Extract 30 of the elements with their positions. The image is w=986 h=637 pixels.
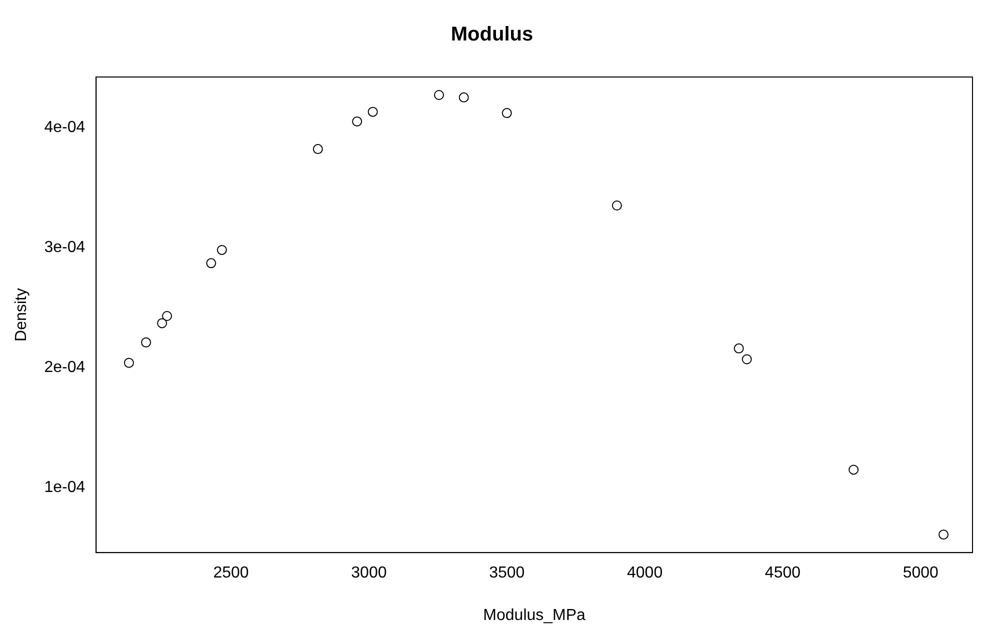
- y-axis-title: Density: [13, 288, 30, 342]
- point: [352, 116, 362, 126]
- y-tick-label: 4e-04: [44, 118, 86, 136]
- x-tick-label: 3000: [351, 564, 387, 582]
- point: [734, 343, 744, 354]
- point: [742, 354, 752, 364]
- x-tick-label: 5000: [902, 564, 939, 582]
- point: [206, 258, 216, 268]
- y-tick-label: 2e-04: [44, 359, 86, 376]
- point: [162, 311, 172, 321]
- point: [612, 200, 622, 211]
- point: [502, 108, 512, 118]
- y-tick-label: 3e-04: [44, 238, 86, 256]
- y-tick-label: 1e-04: [44, 479, 86, 496]
- point: [216, 244, 227, 255]
- point: [938, 530, 949, 540]
- x-tick-label: 4000: [626, 564, 663, 582]
- point: [434, 90, 444, 100]
- point: [848, 464, 859, 475]
- point: [141, 337, 152, 348]
- point: [368, 106, 378, 117]
- point: [458, 92, 469, 102]
- point: [312, 144, 323, 154]
- point: [124, 358, 134, 368]
- x-axis-title: Modulus_MPa: [483, 606, 586, 624]
- x-tick-label: 2500: [213, 564, 249, 582]
- x-tick-label: 3500: [489, 564, 525, 582]
- x-tick-label: 4500: [764, 564, 801, 582]
- point: [157, 318, 168, 328]
- chart-title: Modulus: [450, 24, 534, 46]
